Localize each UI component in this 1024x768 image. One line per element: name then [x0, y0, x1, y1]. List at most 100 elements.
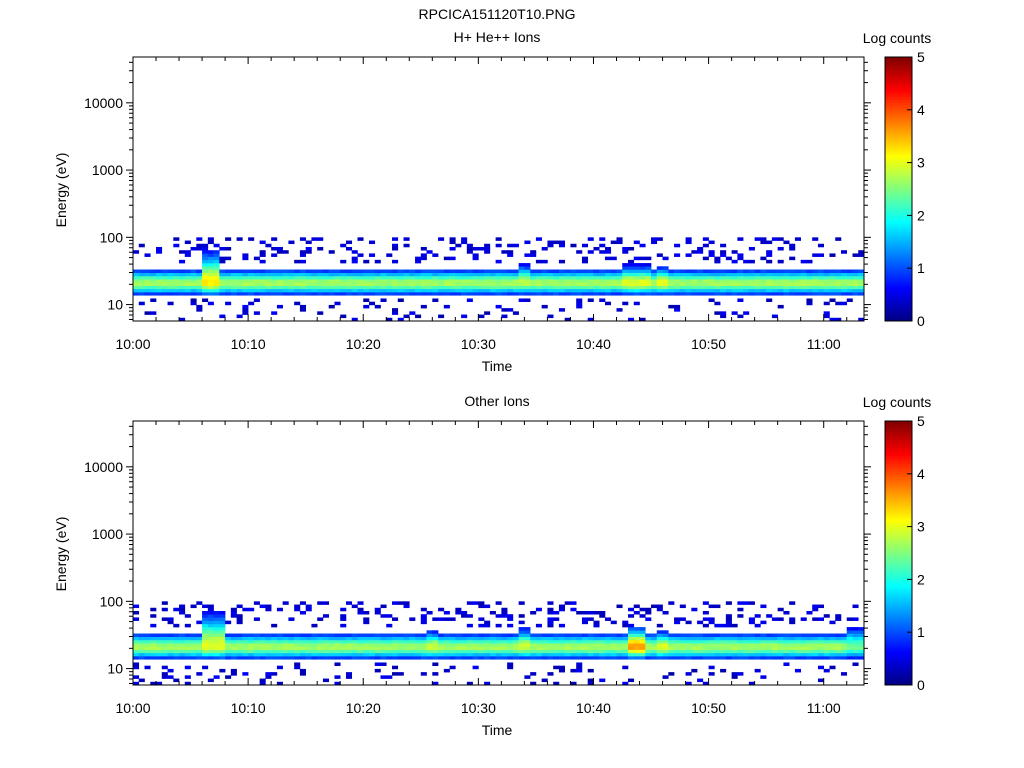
heatmap-cell — [184, 675, 191, 679]
heatmap-cell — [265, 649, 272, 654]
heatmap-cell — [368, 282, 376, 286]
heatmap-cell — [731, 649, 738, 654]
heatmap-cell — [133, 279, 140, 283]
heatmap-cell — [766, 279, 773, 283]
heatmap-cell — [322, 275, 329, 280]
heatmap-cell — [610, 275, 617, 280]
heatmap-cell — [397, 317, 404, 322]
heatmap-cell — [305, 643, 312, 647]
heatmap-cell — [691, 250, 698, 254]
heatmap-cell — [438, 649, 445, 654]
heatmap-cell — [150, 279, 157, 283]
heatmap-cell — [604, 633, 612, 638]
colorbar-segment — [885, 513, 912, 517]
heatmap-cell — [294, 652, 301, 657]
heatmap-cell — [288, 646, 295, 650]
heatmap-cell — [420, 646, 427, 650]
colorbar-segment — [885, 531, 912, 535]
heatmap-cell — [846, 639, 853, 644]
heatmap-cell — [656, 288, 663, 293]
heatmap-cell — [662, 275, 669, 280]
heatmap-cell — [259, 656, 266, 660]
heatmap-cell — [817, 604, 825, 609]
heatmap-cell — [570, 607, 577, 612]
heatmap-cell — [466, 292, 473, 296]
heatmap-cell — [276, 288, 283, 293]
heatmap-cell — [679, 285, 686, 290]
heatmap-cell — [777, 292, 784, 296]
heatmap-cell — [564, 643, 571, 647]
heatmap-cell — [288, 636, 295, 641]
heatmap-cell — [835, 282, 842, 286]
heatmap-cell — [633, 610, 640, 615]
heatmap-cell — [133, 610, 140, 615]
panel-1-xlabel: Time — [482, 358, 513, 374]
heatmap-cell — [708, 285, 715, 290]
heatmap-cell — [558, 308, 565, 312]
heatmap-cell — [276, 250, 283, 254]
heatmap-cell — [553, 285, 560, 290]
heatmap-cell — [708, 604, 715, 609]
heatmap-cell — [783, 610, 790, 615]
heatmap-cell — [858, 282, 865, 286]
heatmap-cell — [530, 649, 537, 654]
heatmap-cell — [173, 279, 180, 283]
heatmap-cell — [420, 652, 427, 657]
heatmap-cell — [438, 282, 445, 286]
heatmap-cell — [656, 639, 663, 644]
heatmap-cell — [806, 610, 813, 615]
heatmap-cell — [236, 285, 243, 290]
colorbar-segment — [885, 215, 912, 219]
heatmap-cell — [599, 292, 606, 296]
heatmap-cell — [340, 633, 347, 638]
heatmap-cell — [294, 288, 301, 293]
heatmap-cell — [512, 311, 519, 315]
heatmap-cell — [800, 269, 807, 274]
heatmap-cell — [484, 269, 491, 274]
heatmap-cell — [397, 269, 404, 274]
heatmap-cell — [662, 649, 669, 654]
heatmap-cell — [846, 282, 853, 286]
heatmap-cell — [202, 243, 209, 248]
heatmap-cell — [403, 633, 410, 638]
colorbar-segment — [885, 236, 912, 240]
heatmap-cell — [184, 285, 191, 290]
panel-2-heatmap — [133, 601, 865, 686]
heatmap-cell — [449, 643, 456, 647]
heatmap-cell — [345, 639, 353, 644]
heatmap-cell — [225, 285, 232, 290]
heatmap-cell — [639, 649, 646, 654]
heatmap-cell — [662, 269, 669, 274]
heatmap-cell — [259, 643, 266, 647]
heatmap-cell — [720, 285, 727, 290]
heatmap-cell — [622, 272, 629, 277]
heatmap-cell — [248, 285, 255, 290]
heatmap-cell — [495, 275, 502, 280]
heatmap-cell — [754, 292, 761, 296]
heatmap-cell — [363, 282, 370, 286]
heatmap-cell — [334, 279, 341, 283]
heatmap-cell — [754, 282, 761, 286]
heatmap-cell — [789, 272, 796, 277]
colorbar-segment — [885, 529, 912, 533]
heatmap-cell — [472, 285, 479, 290]
heatmap-cell — [495, 652, 502, 657]
heatmap-cell — [587, 237, 594, 241]
heatmap-cell — [662, 288, 669, 293]
heatmap-cell — [438, 237, 445, 241]
heatmap-cell — [478, 279, 485, 283]
heatmap-cell — [207, 652, 214, 657]
heatmap-cell — [512, 282, 519, 286]
heatmap-cell — [167, 275, 174, 280]
heatmap-cell — [236, 620, 243, 625]
heatmap-cell — [535, 272, 542, 277]
heatmap-cell — [720, 633, 727, 638]
heatmap-cell — [271, 237, 278, 241]
heatmap-cell — [564, 269, 571, 274]
heatmap-cell — [253, 639, 260, 644]
heatmap-cell — [363, 639, 370, 644]
heatmap-cell — [656, 604, 663, 609]
heatmap-cell — [593, 272, 600, 277]
heatmap-cell — [685, 672, 692, 676]
heatmap-cell — [294, 649, 301, 654]
